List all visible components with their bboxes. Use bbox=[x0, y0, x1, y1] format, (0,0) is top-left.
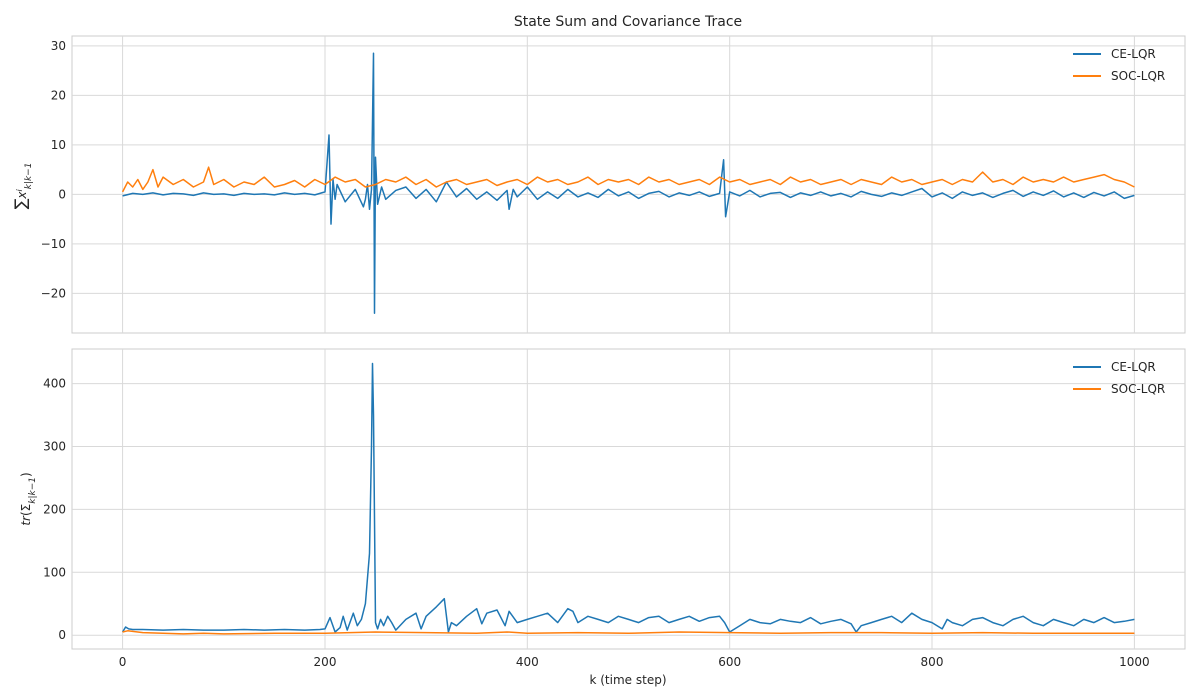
bottom-panel: 0 200 400 600 800 1000 0 100 200 300 400 CE-LQR SOC… bbox=[19, 348, 1186, 687]
x-tick-label: 400 bbox=[516, 655, 539, 669]
x-axis-label: k (time step) bbox=[589, 673, 666, 687]
x-tick-label: 0 bbox=[119, 655, 127, 669]
top-series-lines bbox=[121, 52, 1135, 314]
bottom-grid bbox=[72, 349, 1185, 649]
top-tick-labels: −20 −10 0 10 20 30 bbox=[41, 39, 66, 300]
bottom-legend: CE-LQR SOC-LQR bbox=[1073, 360, 1165, 396]
x-tick-label: 800 bbox=[921, 655, 944, 669]
y-tick-label: 400 bbox=[43, 377, 66, 391]
chart-title: State Sum and Covariance Trace bbox=[514, 14, 742, 30]
y-tick-label: 0 bbox=[58, 187, 66, 201]
top-legend: CE-LQR SOC-LQR bbox=[1073, 47, 1165, 83]
top-panel: −20 −10 0 10 20 30 CE-LQR SOC-LQR ∑xik|k−1 bbox=[11, 35, 1186, 334]
series-line-ce-lqr bbox=[121, 362, 1135, 633]
y-tick-label: 200 bbox=[43, 502, 66, 516]
y-tick-label: 0 bbox=[58, 628, 66, 642]
top-plot-frame bbox=[71, 35, 1186, 334]
series-line-soc-lqr bbox=[121, 166, 1135, 193]
y-tick-label: 30 bbox=[51, 39, 66, 53]
top-y-axis-label: ∑xik|k−1 bbox=[11, 163, 34, 210]
series-line-ce-lqr bbox=[122, 52, 1135, 314]
legend-label: SOC-LQR bbox=[1111, 69, 1165, 83]
y-tick-label: 10 bbox=[51, 138, 66, 152]
bottom-y-axis-label: tr(Σk|k−1) bbox=[19, 472, 38, 525]
bottom-plot-frame bbox=[71, 348, 1186, 650]
legend-label: CE-LQR bbox=[1111, 360, 1156, 374]
legend-label: SOC-LQR bbox=[1111, 382, 1165, 396]
y-tick-label: −10 bbox=[41, 237, 66, 251]
y-tick-label: −20 bbox=[41, 286, 66, 300]
y-tick-label: 300 bbox=[43, 440, 66, 454]
series-line-soc-lqr bbox=[122, 630, 1135, 635]
bottom-tick-labels: 0 200 400 600 800 1000 0 100 200 300 400 bbox=[43, 377, 1150, 669]
x-tick-label: 200 bbox=[314, 655, 337, 669]
bottom-series-lines bbox=[121, 362, 1135, 635]
x-tick-label: 600 bbox=[718, 655, 741, 669]
x-tick-label: 1000 bbox=[1119, 655, 1150, 669]
y-tick-label: 20 bbox=[51, 88, 66, 102]
y-tick-label: 100 bbox=[43, 565, 66, 579]
legend-label: CE-LQR bbox=[1111, 47, 1156, 61]
